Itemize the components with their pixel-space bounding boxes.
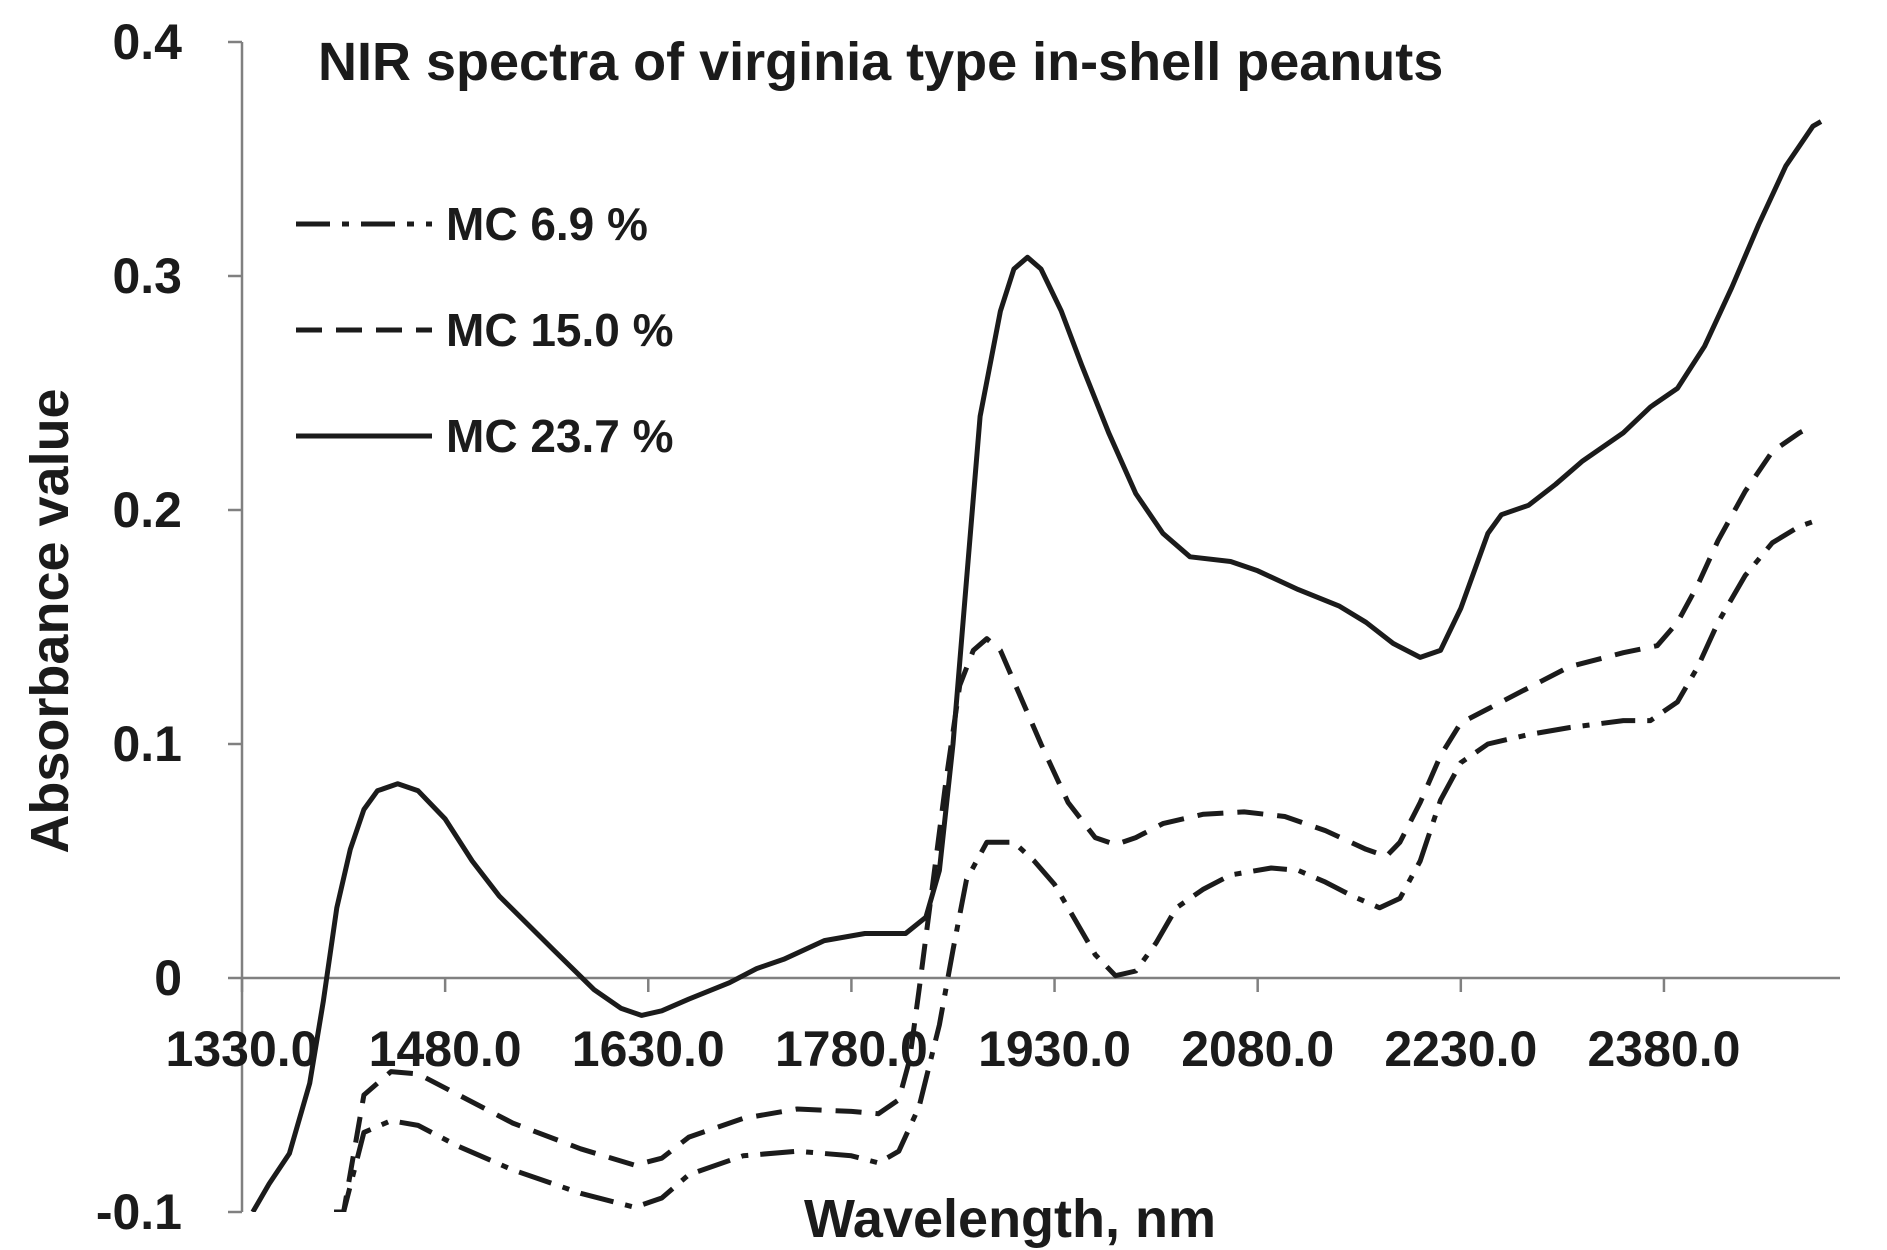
chart-title: NIR spectra of virginia type in-shell pe… xyxy=(318,32,1443,92)
x-tick-label: 2230.0 xyxy=(1384,1021,1537,1077)
axes: -0.1 0 0.1 0.2 0.3 0.4 1330.0 1480.0 1630.0 1780… xyxy=(96,14,1840,1240)
x-tick-label: 2380.0 xyxy=(1587,1021,1740,1077)
x-tick-label: 1780.0 xyxy=(775,1021,928,1077)
x-tick-label: 2080.0 xyxy=(1181,1021,1334,1077)
series-line-1 xyxy=(334,519,1814,1212)
series-line-3 xyxy=(250,119,1823,1212)
legend-label-2: MC 15.0 % xyxy=(446,304,674,356)
series-layer xyxy=(250,119,1823,1212)
y-tick-label: 0.2 xyxy=(112,482,182,538)
x-tick-label: 1480.0 xyxy=(369,1021,522,1077)
y-tick-label: 0 xyxy=(154,950,182,1006)
y-tick-label: 0.3 xyxy=(112,248,182,304)
x-tick-labels: 1330.0 1480.0 1630.0 1780.0 1930.0 2080.0 2230… xyxy=(166,1021,1741,1077)
legend-label-3: MC 23.7 % xyxy=(446,410,674,462)
series-line-2 xyxy=(334,423,1815,1212)
y-axis-title: Absorbance value xyxy=(20,388,80,853)
x-tick-label: 1330.0 xyxy=(166,1021,319,1077)
x-tick-marks xyxy=(240,978,1666,992)
y-tick-marks xyxy=(228,40,242,1214)
x-axis-title: Wavelength, nm xyxy=(804,1189,1216,1249)
x-tick-label: 1630.0 xyxy=(572,1021,725,1077)
y-tick-label: 0.4 xyxy=(112,14,182,70)
y-tick-labels: -0.1 0 0.1 0.2 0.3 0.4 xyxy=(96,14,182,1240)
x-tick-label: 1930.0 xyxy=(978,1021,1131,1077)
y-tick-label: 0.1 xyxy=(112,716,182,772)
legend: MC 6.9 % MC 15.0 % MC 23.7 % xyxy=(296,198,674,462)
legend-label-1: MC 6.9 % xyxy=(446,198,648,250)
y-tick-label: -0.1 xyxy=(96,1184,182,1240)
